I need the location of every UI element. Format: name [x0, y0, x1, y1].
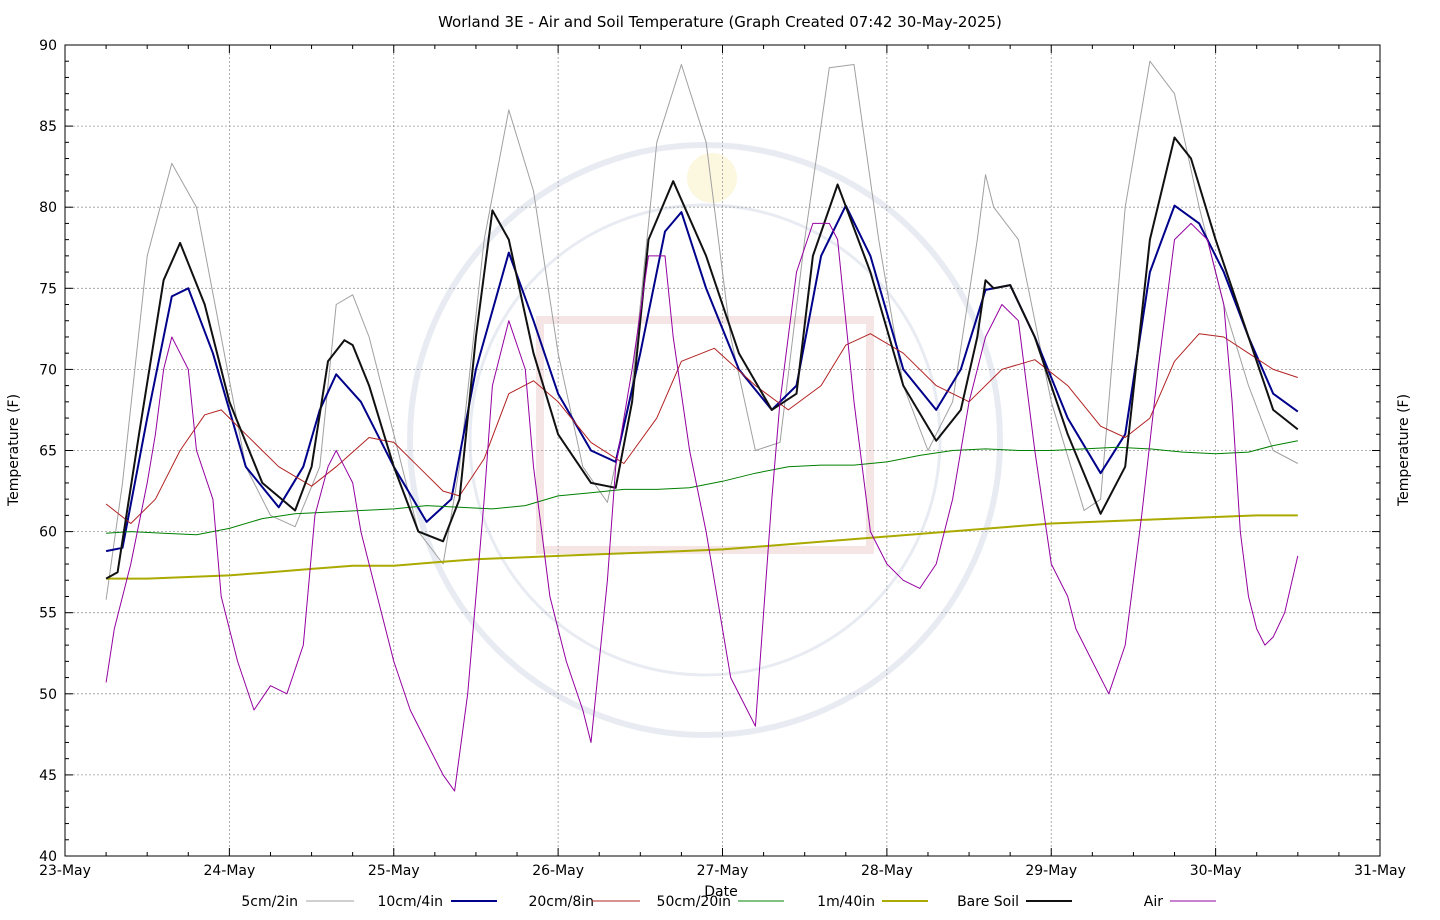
x-tick-label: 27-May — [697, 863, 749, 879]
series-line-5 — [105, 136, 1299, 580]
legend-label: 20cm/8in — [528, 894, 594, 910]
y-tick-label: 80 — [39, 200, 57, 216]
y-tick-label: 50 — [39, 687, 57, 703]
y-axis-label-left: Temperature (F) — [6, 394, 22, 507]
y-tick-label: 65 — [39, 444, 57, 460]
x-tick-label: 24-May — [203, 863, 255, 879]
series-layer — [105, 60, 1299, 792]
x-tick-label: 30-May — [1190, 863, 1242, 879]
y-tick-label: 45 — [39, 768, 57, 784]
series-line-0 — [105, 60, 1299, 600]
series-line-1 — [105, 204, 1299, 553]
y-tick-label: 70 — [39, 362, 57, 378]
watermark-seal-icon — [407, 142, 1003, 738]
x-tick-label: 26-May — [532, 863, 584, 879]
legend-label: 10cm/4in — [377, 894, 443, 910]
chart-title: Worland 3E - Air and Soil Temperature (G… — [438, 13, 1002, 31]
x-tick-label: 29-May — [1025, 863, 1077, 879]
x-tick-label: 25-May — [368, 863, 420, 879]
legend-label: Bare Soil — [957, 894, 1019, 910]
x-tick-label: 28-May — [861, 863, 913, 879]
y-tick-label: 60 — [39, 525, 57, 541]
axis-tick-labels: 40 45 50 55 60 65 70 75 80 85 90 23-May 24-May 25-May… — [39, 38, 1406, 879]
x-axis-label: Date — [704, 884, 737, 900]
legend-label: 5cm/2in — [241, 894, 298, 910]
legend-label: Air — [1144, 894, 1163, 910]
legend: 5cm/2in 10cm/4in 20cm/8in 50cm/20in 1m/40in B… — [241, 894, 1216, 910]
y-tick-label: 75 — [39, 281, 57, 297]
y-tick-label: 55 — [39, 606, 57, 622]
series-line-2 — [105, 333, 1298, 524]
y-tick-label: 40 — [39, 849, 57, 865]
x-tick-label: 23-May — [39, 863, 91, 879]
y-tick-label: 85 — [39, 119, 57, 135]
axis-ticks — [64, 44, 1381, 857]
series-line-4 — [106, 514, 1298, 580]
series-line-3 — [106, 440, 1298, 536]
legend-label: 50cm/20in — [657, 894, 731, 910]
y-tick-label: 90 — [39, 38, 57, 54]
x-tick-label: 31-May — [1354, 863, 1406, 879]
legend-label: 1m/40in — [817, 894, 875, 910]
series-line-6 — [105, 222, 1299, 792]
y-axis-label-right: Temperature (F) — [1396, 394, 1412, 507]
